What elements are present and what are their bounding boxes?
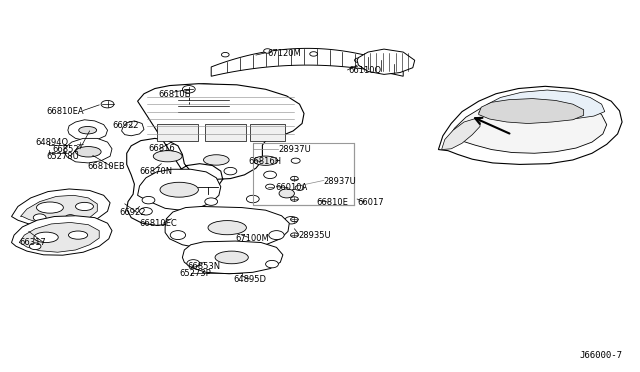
- Ellipse shape: [208, 221, 246, 235]
- Text: 66810EB: 66810EB: [88, 162, 125, 171]
- Circle shape: [101, 100, 114, 108]
- Polygon shape: [357, 49, 415, 74]
- Text: 66110Q: 66110Q: [349, 66, 382, 75]
- Circle shape: [266, 260, 278, 268]
- Polygon shape: [442, 117, 480, 150]
- Ellipse shape: [34, 232, 58, 243]
- Circle shape: [216, 90, 225, 96]
- Circle shape: [33, 214, 46, 221]
- Ellipse shape: [36, 202, 63, 213]
- Text: J66000-7: J66000-7: [579, 351, 622, 360]
- Polygon shape: [211, 48, 403, 76]
- Text: 66810E: 66810E: [159, 90, 191, 99]
- Circle shape: [291, 217, 298, 222]
- Text: 64895D: 64895D: [233, 275, 266, 284]
- Circle shape: [141, 180, 160, 192]
- Polygon shape: [182, 241, 283, 274]
- Polygon shape: [479, 90, 605, 120]
- Text: 66810EC: 66810EC: [140, 219, 177, 228]
- Bar: [250, 124, 285, 141]
- Circle shape: [291, 158, 300, 163]
- Ellipse shape: [76, 147, 101, 157]
- Polygon shape: [122, 121, 144, 136]
- Circle shape: [205, 198, 218, 205]
- Polygon shape: [170, 84, 236, 118]
- Text: 66810E: 66810E: [317, 198, 349, 207]
- Bar: [157, 124, 198, 141]
- Text: 66853N: 66853N: [187, 262, 220, 271]
- Circle shape: [170, 231, 186, 240]
- Ellipse shape: [154, 151, 182, 162]
- Text: 65278U: 65278U: [46, 153, 79, 161]
- Circle shape: [264, 49, 271, 53]
- Polygon shape: [165, 206, 289, 250]
- Text: 66870N: 66870N: [140, 167, 173, 176]
- Circle shape: [310, 52, 317, 56]
- Text: 66317: 66317: [19, 238, 46, 247]
- Circle shape: [140, 208, 152, 215]
- Circle shape: [295, 185, 304, 190]
- Ellipse shape: [160, 182, 198, 197]
- Circle shape: [224, 167, 237, 175]
- Polygon shape: [438, 86, 622, 164]
- Circle shape: [182, 86, 195, 93]
- Text: 66852: 66852: [52, 145, 79, 154]
- Circle shape: [187, 260, 200, 267]
- Circle shape: [285, 217, 298, 224]
- Circle shape: [184, 90, 193, 96]
- Circle shape: [390, 65, 397, 70]
- Text: 66922: 66922: [119, 208, 145, 217]
- Circle shape: [291, 176, 298, 181]
- Polygon shape: [127, 84, 304, 225]
- Ellipse shape: [215, 251, 248, 264]
- Polygon shape: [448, 97, 607, 153]
- Bar: [205, 124, 246, 141]
- Ellipse shape: [204, 155, 229, 165]
- Circle shape: [291, 197, 298, 201]
- Text: 28937U: 28937U: [324, 177, 356, 186]
- Text: 67120M: 67120M: [268, 49, 301, 58]
- Bar: [253, 143, 354, 205]
- Circle shape: [291, 233, 298, 237]
- Circle shape: [279, 189, 294, 198]
- Text: 66816: 66816: [148, 144, 175, 153]
- Circle shape: [246, 195, 259, 203]
- Circle shape: [75, 141, 85, 147]
- Polygon shape: [64, 138, 112, 163]
- Polygon shape: [68, 120, 108, 141]
- Polygon shape: [19, 222, 99, 252]
- Circle shape: [29, 243, 41, 250]
- Text: 66810EA: 66810EA: [47, 107, 84, 116]
- Circle shape: [266, 184, 275, 189]
- Text: 28937U: 28937U: [278, 145, 311, 154]
- Polygon shape: [20, 195, 97, 225]
- Ellipse shape: [253, 156, 278, 165]
- Circle shape: [269, 231, 284, 240]
- Polygon shape: [12, 189, 110, 227]
- Circle shape: [264, 171, 276, 179]
- Ellipse shape: [68, 231, 88, 239]
- Circle shape: [142, 196, 155, 204]
- Text: 66922: 66922: [112, 121, 138, 130]
- Circle shape: [221, 52, 229, 57]
- Circle shape: [178, 178, 193, 187]
- Text: 66816H: 66816H: [248, 157, 282, 166]
- Text: 66017: 66017: [357, 198, 384, 207]
- Polygon shape: [12, 216, 112, 255]
- Circle shape: [355, 58, 362, 62]
- Circle shape: [65, 215, 76, 221]
- Text: 66010A: 66010A: [275, 183, 307, 192]
- Text: 67100M: 67100M: [235, 234, 269, 243]
- Polygon shape: [138, 169, 221, 210]
- Text: 65273P: 65273P: [179, 269, 211, 278]
- Polygon shape: [479, 99, 584, 124]
- Text: 28935U: 28935U: [299, 231, 332, 240]
- Ellipse shape: [76, 202, 93, 211]
- Text: 64894Q: 64894Q: [35, 138, 68, 147]
- Ellipse shape: [79, 126, 97, 134]
